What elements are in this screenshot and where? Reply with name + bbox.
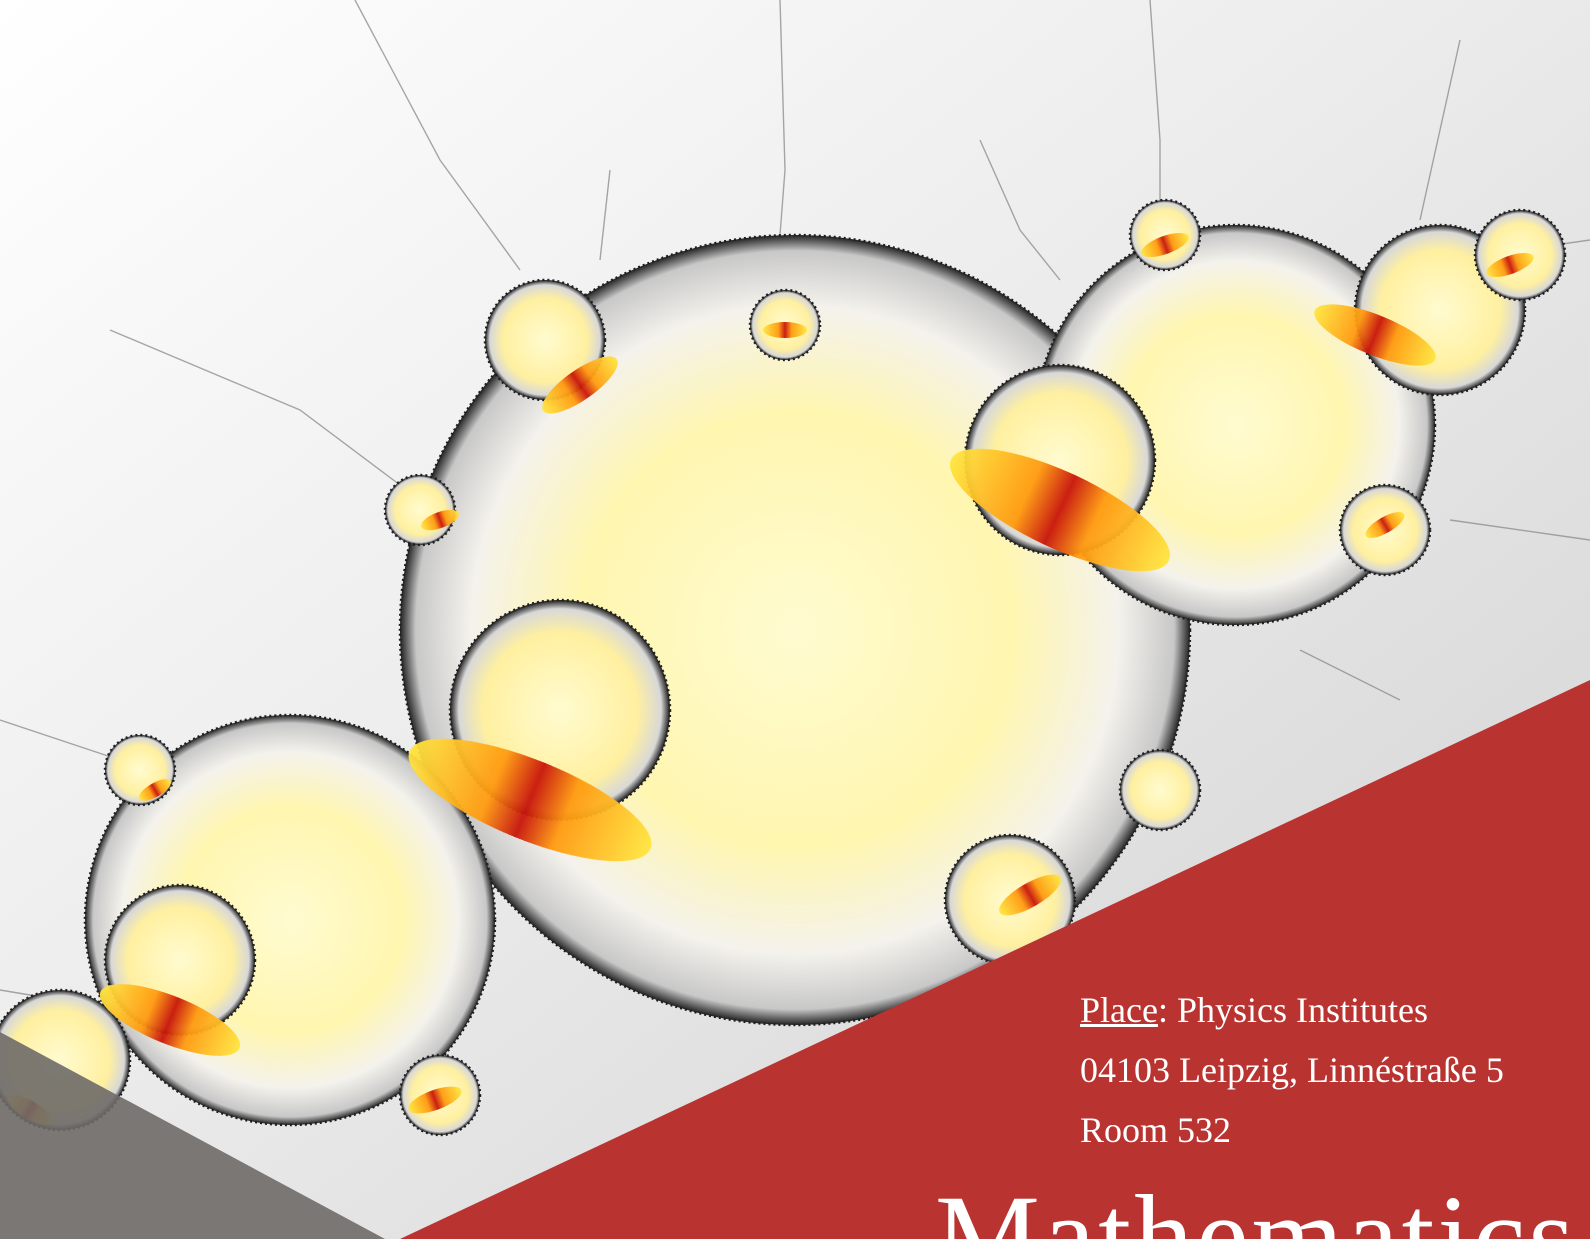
address-line: 04103 Leipzig, Linnéstraße 5	[1080, 1050, 1504, 1090]
place-separator: :	[1157, 990, 1168, 1030]
place-line: Place: Physics Institutes	[1080, 980, 1560, 1040]
place-value: Physics Institutes	[1167, 990, 1428, 1030]
place-label: Place	[1080, 990, 1158, 1030]
poster-title: Mathematics	[935, 1171, 1578, 1239]
room-line: Room 532	[1080, 1110, 1232, 1150]
venue-info: Place: Physics Institutes 04103 Leipzig,…	[1080, 980, 1560, 1160]
